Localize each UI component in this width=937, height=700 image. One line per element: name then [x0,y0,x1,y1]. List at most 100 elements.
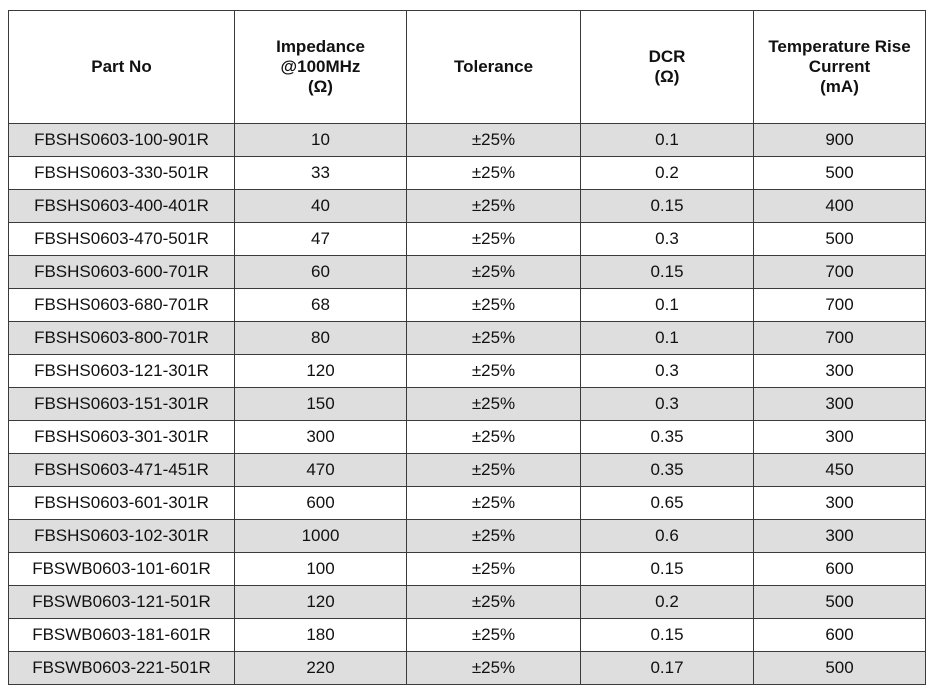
part-no-cell: FBSHS0603-301-301R [8,420,235,454]
tolerance-cell: ±25% [406,288,581,322]
impedance-cell: 47 [234,222,407,256]
impedance-cell: 40 [234,189,407,223]
dcr-cell: 0.17 [580,651,754,685]
dcr-cell: 0.1 [580,321,754,355]
impedance-cell: 120 [234,354,407,388]
dcr-cell: 0.3 [580,354,754,388]
tolerance-cell: ±25% [406,123,581,157]
header-row: Part No Impedance @100MHz (Ω) Tolerance … [8,10,926,124]
current-cell: 500 [753,585,926,619]
part-no-cell: FBSHS0603-330-501R [8,156,235,190]
part-no-cell: FBSHS0603-800-701R [8,321,235,355]
table-row: FBSHS0603-601-301R 600 ±25% 0.65 300 [8,486,926,520]
current-cell: 700 [753,321,926,355]
table-row: FBSHS0603-400-401R 40 ±25% 0.15 400 [8,189,926,223]
tolerance-cell: ±25% [406,420,581,454]
table-row: FBSWB0603-181-601R 180 ±25% 0.15 600 [8,618,926,652]
impedance-cell: 100 [234,552,407,586]
current-cell: 450 [753,453,926,487]
part-no-cell: FBSHS0603-470-501R [8,222,235,256]
current-cell: 900 [753,123,926,157]
tolerance-cell: ±25% [406,651,581,685]
header-line: Current [808,57,871,76]
dcr-cell: 0.3 [580,387,754,421]
header-line: (Ω) [308,77,333,96]
table-row: FBSHS0603-102-301R 1000 ±25% 0.6 300 [8,519,926,553]
dcr-cell: 0.15 [580,255,754,289]
table-row: FBSHS0603-301-301R 300 ±25% 0.35 300 [8,420,926,454]
table-row: FBSHS0603-330-501R 33 ±25% 0.2 500 [8,156,926,190]
impedance-cell: 10 [234,123,407,157]
header-line: @100MHz [280,57,361,76]
tolerance-cell: ±25% [406,585,581,619]
header-line: DCR [648,47,686,66]
tolerance-cell: ±25% [406,321,581,355]
table-row: FBSHS0603-470-501R 47 ±25% 0.3 500 [8,222,926,256]
current-cell: 500 [753,156,926,190]
current-cell: 300 [753,486,926,520]
dcr-cell: 0.1 [580,288,754,322]
tolerance-cell: ±25% [406,552,581,586]
part-no-cell: FBSWB0603-121-501R [8,585,235,619]
dcr-cell: 0.15 [580,618,754,652]
tolerance-cell: ±25% [406,618,581,652]
table-body: FBSHS0603-100-901R 10 ±25% 0.1 900 FBSHS0603-… [8,123,926,685]
part-no-cell: FBSHS0603-100-901R [8,123,235,157]
part-no-cell: FBSHS0603-600-701R [8,255,235,289]
dcr-cell: 0.2 [580,156,754,190]
impedance-cell: 180 [234,618,407,652]
part-no-cell: FBSHS0603-151-301R [8,387,235,421]
dcr-cell: 0.2 [580,585,754,619]
tolerance-cell: ±25% [406,222,581,256]
part-no-cell: FBSHS0603-121-301R [8,354,235,388]
part-no-cell: FBSWB0603-221-501R [8,651,235,685]
header-line: Temperature Rise [768,37,911,56]
tolerance-cell: ±25% [406,156,581,190]
current-cell: 600 [753,618,926,652]
dcr-cell: 0.15 [580,189,754,223]
table-row: FBSHS0603-151-301R 150 ±25% 0.3 300 [8,387,926,421]
table-row: FBSHS0603-680-701R 68 ±25% 0.1 700 [8,288,926,322]
table-header: Part No Impedance @100MHz (Ω) Tolerance … [8,10,926,124]
header-tolerance: Tolerance [406,10,581,124]
header-line: (mA) [820,77,859,96]
part-no-cell: FBSHS0603-400-401R [8,189,235,223]
dcr-cell: 0.15 [580,552,754,586]
table-row: FBSHS0603-100-901R 10 ±25% 0.1 900 [8,123,926,157]
header-line: (Ω) [654,67,680,86]
header-line: Part No [91,57,152,76]
tolerance-cell: ±25% [406,354,581,388]
table-row: FBSWB0603-221-501R 220 ±25% 0.17 500 [8,651,926,685]
part-no-cell: FBSHS0603-601-301R [8,486,235,520]
impedance-cell: 60 [234,255,407,289]
current-cell: 700 [753,288,926,322]
tolerance-cell: ±25% [406,519,581,553]
table-row: FBSWB0603-121-501R 120 ±25% 0.2 500 [8,585,926,619]
impedance-cell: 33 [234,156,407,190]
current-cell: 300 [753,420,926,454]
part-no-cell: FBSHS0603-471-451R [8,453,235,487]
header-temp-rise-current: Temperature Rise Current (mA) [753,10,926,124]
header-impedance: Impedance @100MHz (Ω) [234,10,407,124]
tolerance-cell: ±25% [406,255,581,289]
dcr-cell: 0.35 [580,453,754,487]
tolerance-cell: ±25% [406,387,581,421]
current-cell: 300 [753,354,926,388]
impedance-cell: 300 [234,420,407,454]
dcr-cell: 0.65 [580,486,754,520]
part-no-cell: FBSHS0603-680-701R [8,288,235,322]
header-line: Tolerance [453,57,534,76]
current-cell: 500 [753,651,926,685]
dcr-cell: 0.6 [580,519,754,553]
spec-table: Part No Impedance @100MHz (Ω) Tolerance … [8,10,926,685]
current-cell: 500 [753,222,926,256]
current-cell: 300 [753,387,926,421]
part-no-cell: FBSWB0603-181-601R [8,618,235,652]
part-no-cell: FBSWB0603-101-601R [8,552,235,586]
header-line: Impedance [276,37,365,56]
impedance-cell: 80 [234,321,407,355]
table-row: FBSHS0603-800-701R 80 ±25% 0.1 700 [8,321,926,355]
tolerance-cell: ±25% [406,486,581,520]
impedance-cell: 150 [234,387,407,421]
dcr-cell: 0.3 [580,222,754,256]
